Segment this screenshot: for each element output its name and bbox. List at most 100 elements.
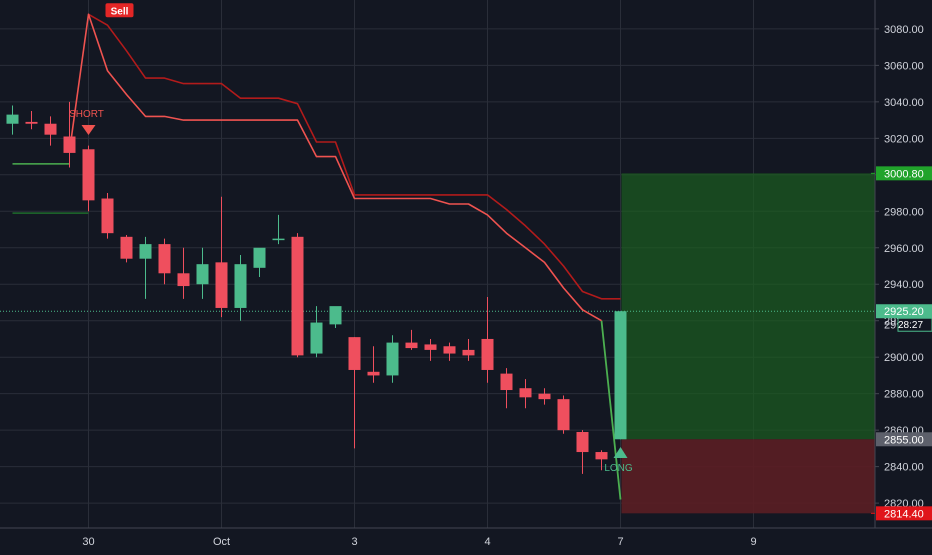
- long-signal-label: LONG: [604, 463, 633, 474]
- target-price-badge: [876, 166, 932, 181]
- entry-price-badge: [876, 432, 932, 447]
- candle[interactable]: [329, 306, 342, 329]
- candle[interactable]: [310, 306, 323, 358]
- x-tick-label: 7: [617, 536, 623, 548]
- candle-body[interactable]: [6, 114, 19, 124]
- candle-body[interactable]: [519, 388, 532, 398]
- candle[interactable]: [576, 430, 589, 474]
- candle[interactable]: [500, 368, 513, 409]
- y-tick-label: 2840.00: [884, 462, 924, 474]
- candle-body[interactable]: [139, 244, 152, 259]
- candle[interactable]: [272, 214, 285, 245]
- stop-line-inner: [68, 13, 602, 322]
- candle[interactable]: [120, 234, 133, 263]
- candle[interactable]: [557, 395, 570, 434]
- x-tick-label: 4: [484, 536, 490, 548]
- candle-body[interactable]: [272, 238, 285, 241]
- candle[interactable]: [424, 338, 437, 361]
- y-tick-label: 2900.00: [884, 352, 924, 364]
- candle[interactable]: [63, 101, 76, 168]
- x-tick-label: 9: [750, 536, 756, 548]
- y-tick-label: 3020.00: [884, 133, 924, 145]
- candle[interactable]: [538, 388, 551, 405]
- partially-hidden-tick-label: 29: [884, 319, 896, 331]
- candle[interactable]: [139, 236, 152, 299]
- candle-body[interactable]: [481, 338, 494, 370]
- candle-body[interactable]: [215, 262, 228, 308]
- candle-body[interactable]: [386, 342, 399, 376]
- y-tick-label: 2960.00: [884, 243, 924, 255]
- candle-body[interactable]: [310, 322, 323, 354]
- candle-body[interactable]: [462, 349, 475, 356]
- candle-body[interactable]: [367, 371, 380, 376]
- candle-body[interactable]: [576, 431, 589, 453]
- candle[interactable]: [348, 337, 361, 449]
- candle[interactable]: [6, 105, 19, 135]
- candle-body[interactable]: [234, 264, 247, 308]
- candle-body[interactable]: [538, 393, 551, 400]
- candle[interactable]: [386, 335, 399, 383]
- candle[interactable]: [234, 255, 247, 321]
- candle-body[interactable]: [158, 244, 171, 274]
- y-tick-label: 3040.00: [884, 97, 924, 109]
- candle-body[interactable]: [557, 399, 570, 431]
- indicator-lines: [0, 13, 875, 500]
- candle[interactable]: [101, 193, 114, 239]
- candles[interactable]: [6, 101, 627, 474]
- candle[interactable]: [367, 346, 380, 383]
- candle-body[interactable]: [120, 236, 133, 259]
- candle[interactable]: [519, 379, 532, 409]
- candle[interactable]: [614, 311, 627, 440]
- candle[interactable]: [158, 238, 171, 285]
- candle[interactable]: [215, 196, 228, 318]
- candle-body[interactable]: [348, 337, 361, 370]
- candle-body[interactable]: [44, 123, 57, 135]
- candle[interactable]: [177, 247, 190, 299]
- candle-body[interactable]: [500, 373, 513, 391]
- long-signal-icon: [613, 447, 628, 459]
- bar-countdown-label: 28:27: [898, 320, 923, 331]
- candle[interactable]: [44, 116, 57, 146]
- current-price-badge: [876, 304, 932, 319]
- candle-body[interactable]: [101, 198, 114, 234]
- signal-markers: SHORT Sell LONG: [69, 3, 633, 474]
- current-price-label: 2925.20: [884, 306, 924, 318]
- stop-price-label: 2814.40: [884, 508, 924, 520]
- candle[interactable]: [82, 145, 95, 212]
- entry-price-label: 2855.00: [884, 434, 924, 446]
- candle-body[interactable]: [253, 247, 266, 268]
- target-price-label: 3000.80: [884, 168, 924, 180]
- candle-body[interactable]: [82, 149, 95, 201]
- candle[interactable]: [462, 338, 475, 361]
- candle[interactable]: [253, 247, 266, 277]
- candle[interactable]: [595, 450, 608, 471]
- candle-body[interactable]: [614, 311, 627, 440]
- sell-signal-label: Sell: [111, 6, 129, 17]
- target-zone: [621, 173, 875, 440]
- candle[interactable]: [481, 297, 494, 383]
- candle[interactable]: [291, 233, 304, 358]
- y-tick-label: 2980.00: [884, 206, 924, 218]
- candle-body[interactable]: [329, 306, 342, 325]
- candle-body[interactable]: [63, 136, 76, 153]
- y-tick-label: 2940.00: [884, 279, 924, 291]
- candle[interactable]: [25, 110, 38, 130]
- candle[interactable]: [196, 247, 209, 299]
- candle-body[interactable]: [177, 273, 190, 287]
- candle-body[interactable]: [595, 452, 608, 460]
- candle[interactable]: [443, 342, 456, 361]
- candle-body[interactable]: [291, 236, 304, 356]
- x-tick-label: 3: [351, 536, 357, 548]
- candle[interactable]: [405, 329, 418, 350]
- candle-body[interactable]: [25, 121, 38, 124]
- y-tick-label: 3080.00: [884, 24, 924, 36]
- candle-body[interactable]: [424, 344, 437, 350]
- position-zones: [621, 173, 875, 514]
- candle-body[interactable]: [405, 342, 418, 349]
- bar-countdown-badge: [897, 317, 932, 332]
- stop-zone: [621, 439, 875, 514]
- candle-body[interactable]: [196, 264, 209, 285]
- candle-body[interactable]: [443, 346, 456, 354]
